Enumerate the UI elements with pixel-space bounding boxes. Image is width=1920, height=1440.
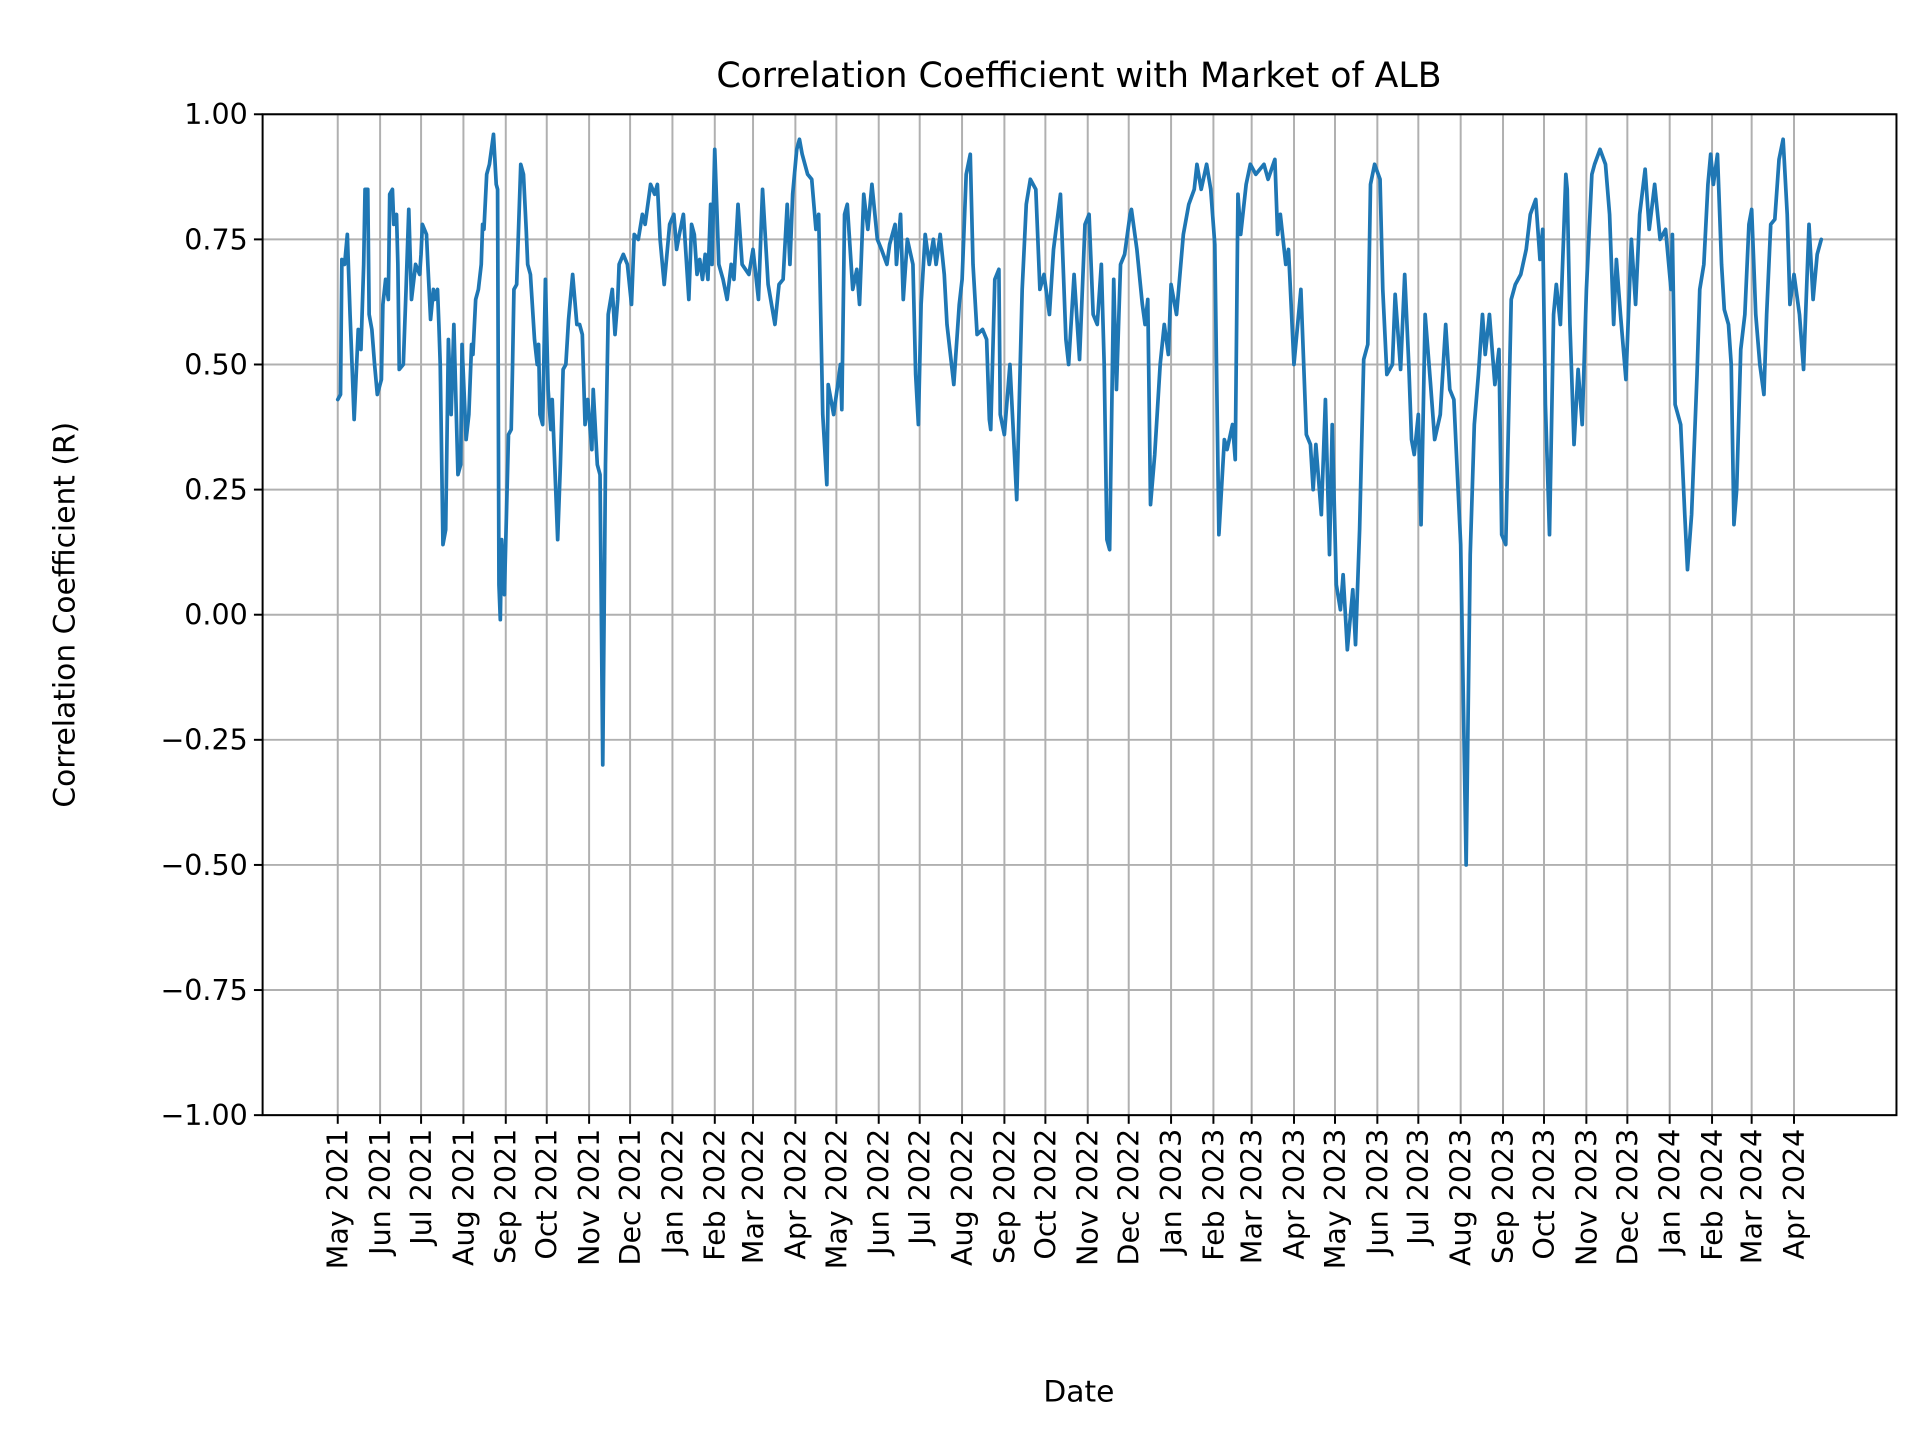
x-tick-label: Aug 2022 [946, 1129, 979, 1266]
x-tick-label: Jul 2022 [904, 1129, 937, 1247]
x-tick-label: May 2022 [820, 1129, 853, 1269]
x-tick-label: Aug 2023 [1445, 1129, 1478, 1266]
y-axis-ticks: −1.00 −0.75 −0.50 −0.25 0.00 0.25 0.50 0.75 1.00 [160, 98, 263, 1132]
y-axis-label: Correlation Coefficient (R) [47, 422, 82, 808]
x-tick-label: Sep 2023 [1487, 1129, 1520, 1264]
x-tick-label: Mar 2024 [1736, 1129, 1769, 1264]
x-tick-label: Jun 2022 [863, 1129, 896, 1257]
x-tick-label: Mar 2023 [1236, 1129, 1269, 1264]
y-tick-label: 0.25 [184, 474, 247, 507]
x-tick-label: Jun 2021 [364, 1129, 397, 1257]
x-tick-label: Feb 2023 [1197, 1129, 1230, 1261]
x-tick-label: Oct 2023 [1528, 1129, 1561, 1260]
x-tick-label: Sep 2021 [490, 1129, 523, 1264]
x-tick-label: Feb 2024 [1696, 1129, 1729, 1261]
y-tick-label: 0.50 [184, 348, 247, 381]
series-line-r [335, 132, 1824, 867]
x-tick-label: Dec 2021 [614, 1129, 647, 1266]
y-tick-label: −0.50 [160, 849, 247, 882]
y-tick-label: 0.00 [184, 599, 247, 632]
x-axis-ticks: May 2021 Jun 2021 Jul 2021 Aug 2021 Sep 2021… [322, 1115, 1811, 1269]
grid-lines [262, 113, 1897, 1117]
x-tick-label: May 2023 [1319, 1129, 1352, 1269]
x-tick-label: Feb 2022 [699, 1129, 732, 1261]
x-tick-label: Nov 2023 [1570, 1129, 1603, 1266]
x-tick-label: Apr 2022 [779, 1129, 812, 1260]
y-tick-label: 0.75 [184, 223, 247, 256]
x-tick-label: Sep 2022 [988, 1129, 1021, 1264]
x-tick-label: Dec 2023 [1611, 1129, 1644, 1266]
x-tick-label: Jan 2023 [1155, 1129, 1188, 1256]
x-tick-label: May 2021 [322, 1129, 355, 1269]
x-tick-label: Jun 2023 [1361, 1129, 1394, 1257]
x-tick-label: Oct 2022 [1029, 1129, 1062, 1260]
x-tick-label: Jan 2022 [656, 1129, 689, 1256]
x-tick-label: Jan 2024 [1654, 1129, 1687, 1256]
y-tick-label: 1.00 [184, 98, 247, 131]
y-tick-label: −1.00 [160, 1099, 247, 1132]
x-tick-label: Jul 2021 [405, 1129, 438, 1247]
chart-title: Correlation Coefficient with Market of A… [716, 56, 1441, 96]
x-tick-label: Dec 2022 [1113, 1129, 1146, 1266]
series-layer [335, 132, 1824, 867]
x-tick-label: Mar 2022 [737, 1129, 770, 1264]
x-tick-label: Aug 2021 [447, 1129, 480, 1266]
y-tick-label: −0.75 [160, 974, 247, 1007]
x-tick-label: Jul 2023 [1402, 1129, 1435, 1247]
x-tick-label: Apr 2023 [1278, 1129, 1311, 1260]
x-axis-label: Date [1043, 1374, 1114, 1409]
x-tick-label: Oct 2021 [531, 1129, 564, 1260]
x-tick-label: Apr 2024 [1778, 1129, 1811, 1260]
y-tick-label: −0.25 [160, 724, 247, 757]
x-tick-label: Nov 2021 [573, 1129, 606, 1266]
x-tick-label: Nov 2022 [1072, 1129, 1105, 1266]
